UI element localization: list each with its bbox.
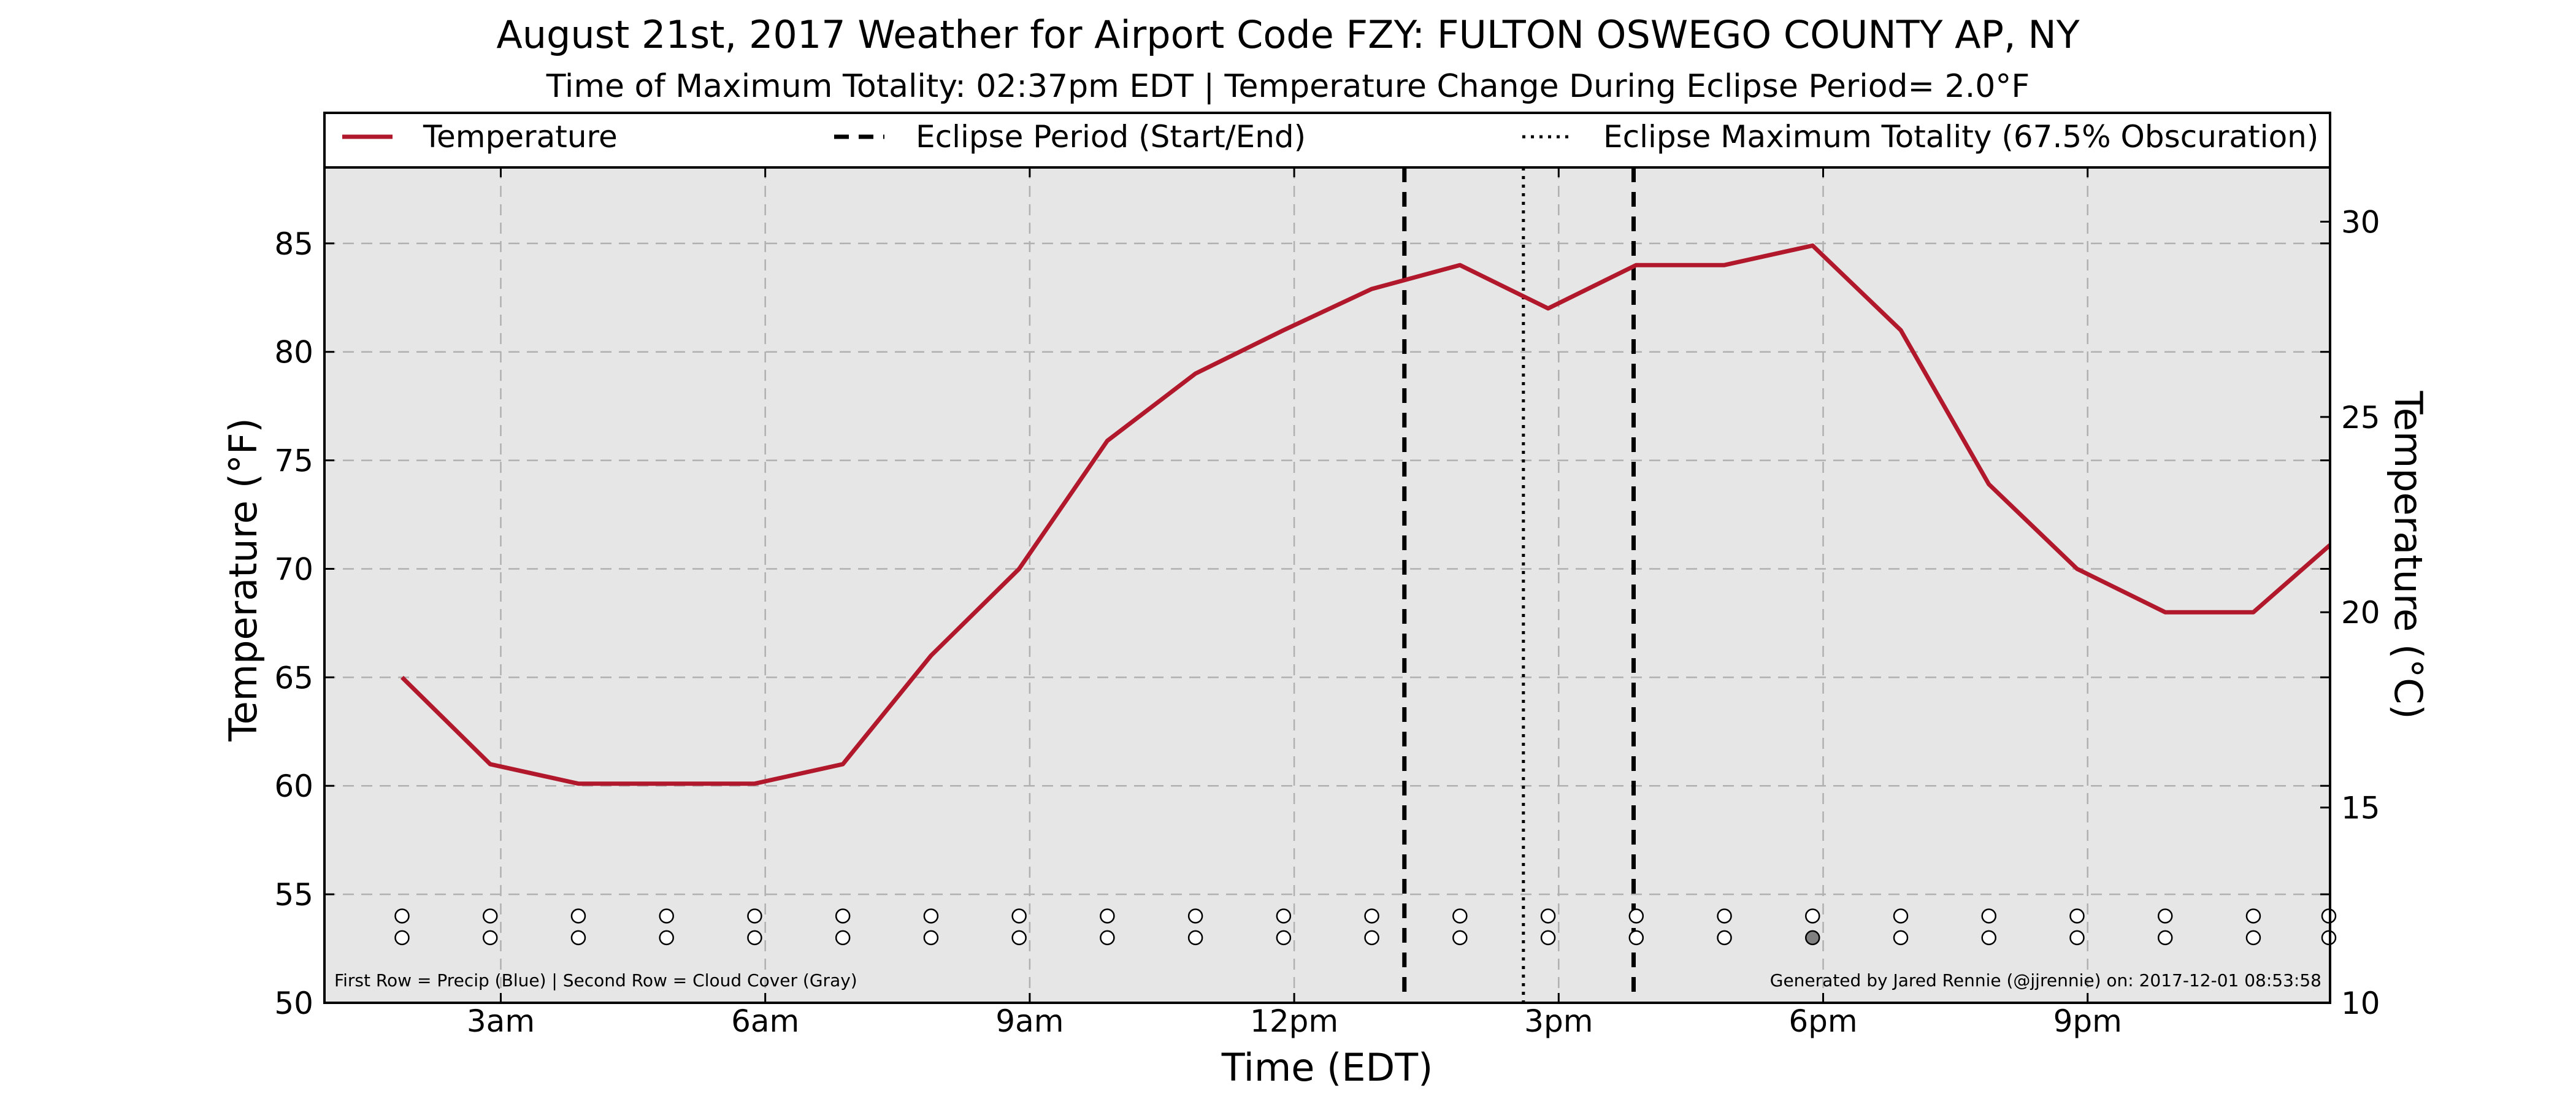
precip-marker (2245, 908, 2261, 924)
y-tick-label-left: 60 (274, 769, 313, 804)
precip-marker (835, 908, 851, 924)
y-tick-label-right: 20 (2341, 595, 2380, 631)
y-tick-label-left: 70 (274, 551, 313, 587)
precip-marker (570, 908, 586, 924)
precip-marker (1717, 908, 1732, 924)
cloud-marker (747, 930, 762, 946)
cloud-marker (1540, 930, 1556, 946)
chart-subtitle: Time of Maximum Totality: 02:37pm EDT | … (546, 68, 2030, 105)
cloud-marker (1100, 930, 1115, 946)
precip-marker (1540, 908, 1556, 924)
precip-marker (482, 908, 498, 924)
y-tick-label-left: 55 (274, 877, 313, 913)
y-tick-label-left: 75 (274, 443, 313, 479)
cloud-marker (1628, 930, 1644, 946)
cloud-marker (482, 930, 498, 946)
temperature-line (401, 243, 2332, 786)
precip-marker (1364, 908, 1379, 924)
cloud-marker (659, 930, 674, 946)
precip-marker (1100, 908, 1115, 924)
y-axis-label-right: Temperature (°C) (2386, 390, 2431, 719)
cloud-marker (1717, 930, 1732, 946)
precip-marker (1452, 908, 1468, 924)
x-axis-label: Time (EDT) (1221, 1045, 1433, 1090)
precip-marker (394, 908, 410, 924)
cloud-marker (1276, 930, 1292, 946)
footnote-right: Generated by Jared Rennie (@jjrennie) on… (1770, 970, 2321, 991)
cloud-marker (1187, 930, 1203, 946)
precip-marker (747, 908, 762, 924)
cloud-marker (1805, 930, 1820, 946)
status-markers (394, 908, 2337, 946)
precip-marker (659, 908, 674, 924)
y-tick-label-right: 30 (2341, 204, 2380, 240)
legend-eclipse-max-label: Eclipse Maximum Totality (67.5% Obscurat… (1603, 119, 2318, 155)
eclipse-lines (1402, 167, 1636, 1003)
cloud-marker (2157, 930, 2173, 946)
x-tick-label: 9pm (2053, 1003, 2122, 1039)
plot-area (324, 167, 2330, 1003)
precip-marker (1805, 908, 1820, 924)
precip-marker (1628, 908, 1644, 924)
x-tick-label: 6pm (1788, 1003, 1857, 1039)
y-tick-label-left: 85 (274, 226, 313, 262)
precip-marker (923, 908, 939, 924)
axes: 50 55 60 65 70 75 80 85 10 15 20 25 30 3am 6am 9am 12pm 3… (274, 167, 2380, 1039)
y-tick-label-right: 15 (2341, 791, 2380, 826)
y-axis-label-left: Temperature (°F) (221, 418, 266, 742)
cloud-marker (570, 930, 586, 946)
x-tick-label: 3pm (1524, 1003, 1593, 1039)
precip-marker (1981, 908, 1996, 924)
temperature-series (401, 243, 2332, 786)
x-tick-label: 12pm (1250, 1003, 1338, 1039)
cloud-marker (2245, 930, 2261, 946)
y-tick-label-right: 10 (2341, 986, 2380, 1021)
cloud-marker (835, 930, 851, 946)
precip-marker (1276, 908, 1292, 924)
legend: Temperature Eclipse Period (Start/End) E… (342, 119, 2318, 155)
cloud-marker (1364, 930, 1379, 946)
x-tick-label: 3am (467, 1003, 535, 1039)
chart-title: August 21st, 2017 Weather for Airport Co… (496, 12, 2079, 57)
precip-marker (1187, 908, 1203, 924)
legend-temperature-label: Temperature (423, 119, 618, 155)
cloud-marker (923, 930, 939, 946)
precip-marker (2069, 908, 2085, 924)
cloud-marker (1452, 930, 1468, 946)
cloud-marker (1893, 930, 1909, 946)
legend-eclipse-period-label: Eclipse Period (Start/End) (916, 119, 1306, 155)
precip-marker (1011, 908, 1027, 924)
cloud-marker (394, 930, 410, 946)
y-tick-label-left: 50 (274, 986, 313, 1021)
precip-marker (1893, 908, 1909, 924)
precip-marker (2157, 908, 2173, 924)
cloud-marker (1981, 930, 1996, 946)
cloud-marker (2069, 930, 2085, 946)
footnote-left: First Row = Precip (Blue) | Second Row =… (334, 970, 857, 991)
x-tick-label: 6am (731, 1003, 799, 1039)
y-tick-label-left: 65 (274, 660, 313, 696)
y-tick-label-right: 25 (2341, 400, 2380, 435)
plot-frame (323, 112, 2331, 1004)
y-tick-label-left: 80 (274, 335, 313, 370)
grid-lines (324, 167, 2330, 1003)
x-tick-label: 9am (995, 1003, 1064, 1039)
cloud-marker (1011, 930, 1027, 946)
